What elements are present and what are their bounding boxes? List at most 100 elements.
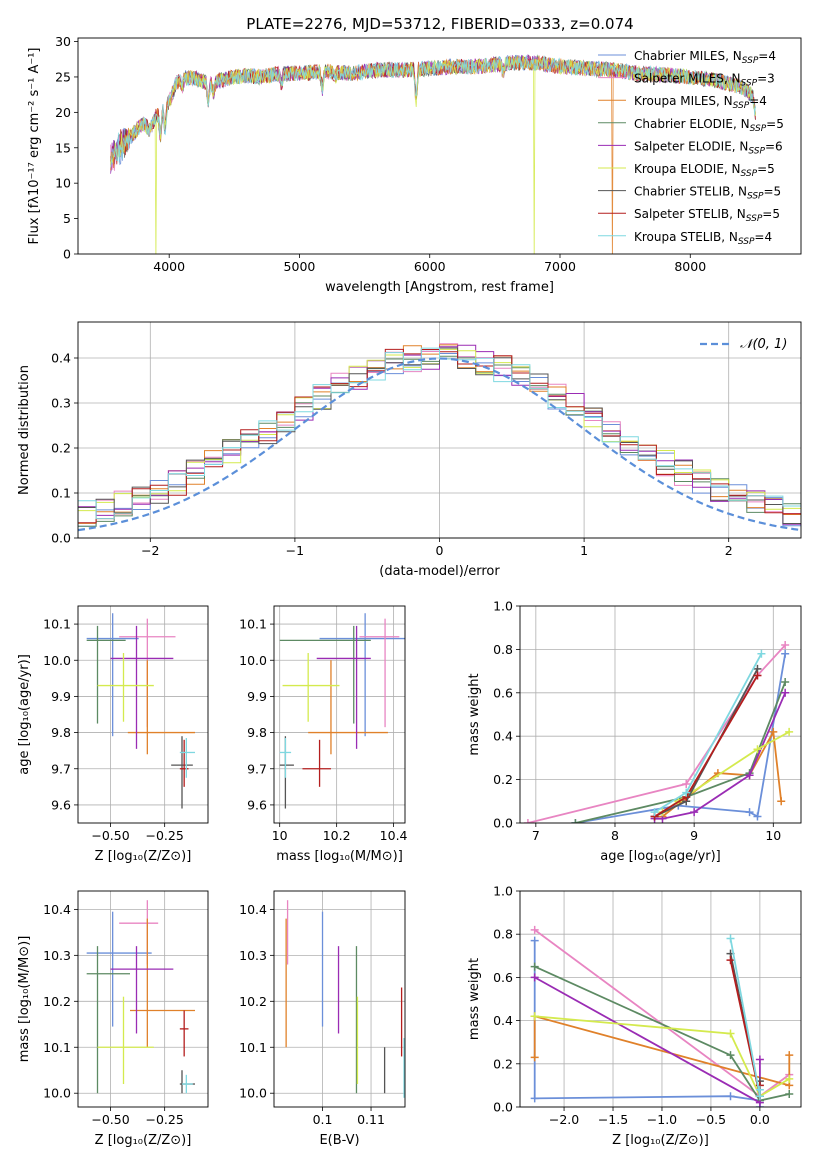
y-tick-label: 0.1 bbox=[51, 486, 71, 501]
y-tick-label: 0.3 bbox=[51, 396, 71, 411]
legend-label: Salpeter STELIB, NSSP=5 bbox=[634, 207, 780, 224]
errorbar-kroupa-miles bbox=[127, 660, 195, 755]
x-tick-label: 0 bbox=[436, 543, 444, 558]
errorbar-salpeter-elodie bbox=[110, 625, 174, 749]
plot-area bbox=[110, 53, 756, 254]
series-salpeter-elodie bbox=[530, 973, 764, 1107]
x-axis-label: Z [log₁₀(Z/Z⊙)] bbox=[612, 1133, 709, 1148]
y-tick-label: 10.1 bbox=[43, 1040, 71, 1055]
legend-subscript: SSP bbox=[741, 79, 758, 89]
y-tick-label: 9.6 bbox=[247, 797, 267, 812]
y-axis-label: mass weight bbox=[467, 673, 482, 755]
x-axis-label: E(B-V) bbox=[319, 1133, 359, 1148]
legend-subscript: SSP bbox=[741, 169, 758, 179]
y-tick-label: 0.0 bbox=[51, 531, 71, 546]
legend-label: 𝒩(0, 1) bbox=[740, 337, 787, 352]
errorbar-kroupa-stelib bbox=[182, 1074, 193, 1094]
point-marker bbox=[753, 812, 762, 821]
point-marker bbox=[726, 1051, 735, 1060]
series-line bbox=[534, 1015, 790, 1098]
y-tick-label: 0.8 bbox=[493, 642, 513, 657]
legend-nssp: =4 bbox=[754, 230, 772, 244]
x-tick-label: −1.0 bbox=[647, 1112, 677, 1127]
x-tick-label: 10.4 bbox=[380, 828, 408, 843]
y-tick-label: 9.9 bbox=[51, 689, 71, 704]
errorbar-salpeter-stelib bbox=[179, 739, 189, 787]
axes-frame bbox=[77, 37, 802, 255]
point-marker bbox=[530, 936, 539, 945]
y-tick-label: 10.1 bbox=[43, 617, 71, 632]
legend: 𝒩(0, 1) bbox=[700, 337, 787, 352]
point-marker bbox=[755, 1055, 764, 1064]
y-axis-label: Normed distribution bbox=[17, 365, 32, 495]
errorbar-kroupa-elodie bbox=[97, 996, 154, 1085]
point-marker bbox=[781, 677, 790, 686]
y-tick-label: 10.2 bbox=[239, 994, 267, 1009]
errorbar-chabrier-stelib bbox=[171, 736, 193, 809]
chart-weight-vs-age: 7 8 9 10 0.0 0.2 0.4 0.6 0.8 1.0 age [log₁₀(age/yr… bbox=[467, 599, 802, 864]
x-tick-label: 4000 bbox=[153, 259, 185, 274]
x-tick-label: −2 bbox=[141, 543, 159, 558]
series-line bbox=[527, 644, 786, 823]
errorbar-chabrier-elodie bbox=[86, 625, 126, 724]
errorbar-salpeter-stelib bbox=[179, 1010, 189, 1057]
x-tick-label: −0.25 bbox=[146, 828, 184, 843]
y-tick-label: 10 bbox=[55, 176, 71, 191]
legend-subscript: SSP bbox=[742, 56, 759, 66]
y-axis-label: mass weight bbox=[467, 958, 482, 1040]
point-marker bbox=[530, 1012, 539, 1021]
legend-model: Salpeter MILES, N bbox=[634, 72, 741, 86]
point-marker bbox=[530, 962, 539, 971]
y-tick-label: 10.4 bbox=[239, 902, 267, 917]
figure-title: PLATE=2276, MJD=53712, FIBERID=0333, z=0… bbox=[246, 15, 633, 33]
y-axis-label: mass [log₁₀(M/M⊙)] bbox=[17, 936, 32, 1063]
y-tick-label: 1.0 bbox=[493, 599, 513, 614]
plot-area bbox=[530, 925, 794, 1107]
y-tick-label: 0.4 bbox=[493, 729, 513, 744]
x-tick-label: 8000 bbox=[674, 259, 706, 274]
errorbar-kroupa-elodie bbox=[97, 653, 154, 722]
y-tick-label: 0.2 bbox=[51, 441, 71, 456]
gaussian-curve bbox=[78, 357, 801, 532]
x-tick-label: −1.5 bbox=[598, 1112, 628, 1127]
point-marker bbox=[682, 779, 691, 788]
legend-model: Chabrier MILES, N bbox=[634, 49, 742, 63]
point-marker bbox=[753, 745, 762, 754]
point-marker bbox=[781, 649, 790, 658]
errorbar-kroupa-stelib bbox=[179, 738, 195, 778]
errorbar-chabrier-miles bbox=[319, 613, 405, 737]
legend-nssp: =5 bbox=[757, 162, 775, 176]
y-tick-label: 0.2 bbox=[493, 1056, 513, 1071]
y-tick-label: 0.0 bbox=[493, 816, 513, 831]
legend-subscript: SSP bbox=[748, 146, 765, 156]
x-axis-label: mass [log₁₀(M/M⊙)] bbox=[276, 849, 403, 864]
point-marker bbox=[726, 1092, 735, 1101]
x-tick-label: 2 bbox=[725, 543, 733, 558]
legend-model: Salpeter STELIB, N bbox=[634, 207, 746, 221]
y-tick-label: 30 bbox=[55, 34, 71, 49]
point-marker bbox=[785, 1074, 794, 1083]
y-tick-label: 0.4 bbox=[51, 351, 71, 366]
legend-label: Chabrier MILES, NSSP=4 bbox=[634, 49, 776, 66]
y-tick-label: 15 bbox=[55, 140, 71, 155]
x-tick-label: 0.1 bbox=[313, 1112, 333, 1127]
legend-label: Kroupa ELODIE, NSSP=5 bbox=[634, 162, 775, 179]
panels: 4000 5000 6000 7000 8000051015202530waveleng… bbox=[17, 34, 802, 1148]
x-tick-label: 6000 bbox=[414, 259, 446, 274]
point-marker bbox=[769, 727, 778, 736]
y-tick-label: 0.8 bbox=[493, 927, 513, 942]
legend-model: Salpeter ELODIE, N bbox=[634, 139, 748, 153]
y-tick-label: 10.0 bbox=[239, 1086, 267, 1101]
y-tick-label: 0.4 bbox=[493, 1013, 513, 1028]
point-marker bbox=[650, 808, 659, 817]
x-tick-label: 9 bbox=[690, 828, 698, 843]
chart-mass-vs-ebv: 0.1 0.11 10.0 10.1 10.2 10.3 10.4 E(B-V) bbox=[239, 890, 406, 1148]
plot-area bbox=[523, 641, 794, 823]
point-marker bbox=[777, 797, 786, 806]
axes-frame bbox=[77, 605, 209, 824]
x-tick-label: 10.2 bbox=[323, 828, 351, 843]
legend-subscript: SSP bbox=[747, 192, 764, 202]
x-tick-label: −0.5 bbox=[696, 1112, 726, 1127]
histogram-chabrier-stelib bbox=[78, 347, 801, 538]
y-tick-label: 0.6 bbox=[493, 970, 513, 985]
